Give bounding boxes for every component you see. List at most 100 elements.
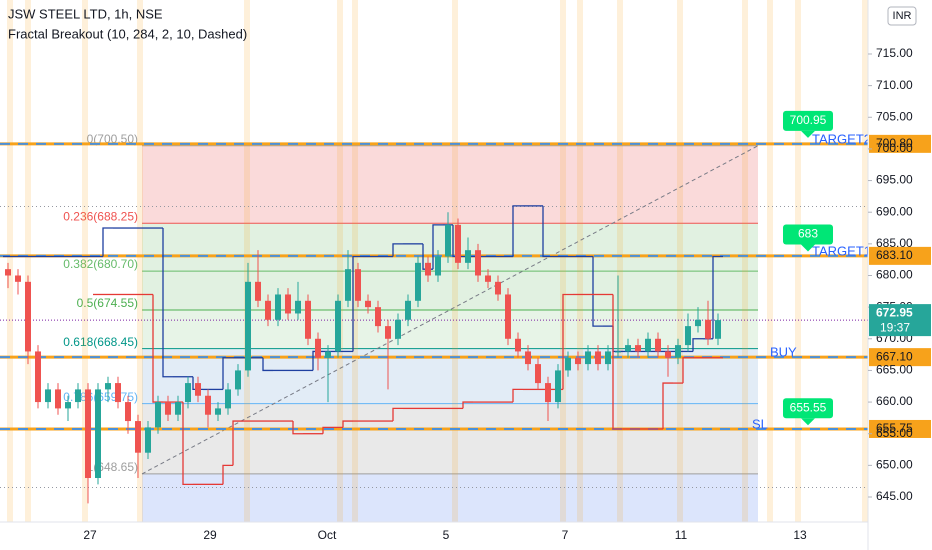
session-separator <box>862 0 868 522</box>
candle-body <box>365 300 371 308</box>
currency[interactable]: INR <box>893 10 912 22</box>
candle-body <box>285 294 291 314</box>
fractal-low-step <box>342 420 353 428</box>
fractal-low-step <box>562 293 573 390</box>
candle-body <box>175 402 181 415</box>
candle-body <box>625 345 631 352</box>
flag-label: 655.55 <box>790 400 827 414</box>
candle-body <box>405 300 411 320</box>
fractal-high-step <box>262 357 273 372</box>
candle-body <box>535 364 541 384</box>
candle-body <box>85 389 91 479</box>
fib-zone <box>142 271 758 310</box>
y-tick-label: 650.00 <box>876 458 913 472</box>
candle-body <box>665 351 671 358</box>
candle-body <box>215 408 221 415</box>
candle-body <box>75 389 81 403</box>
candle-body <box>235 370 241 390</box>
candle-body <box>55 389 61 409</box>
fractal-high-step <box>392 243 403 257</box>
y-tick-label: 685.00 <box>876 236 913 250</box>
y-tick-label: 665.00 <box>876 363 913 377</box>
level-badge <box>869 134 931 153</box>
level-badge <box>869 348 931 367</box>
last-price-badge <box>869 304 931 337</box>
fractal-high-step <box>162 228 173 378</box>
y-tick-label: 680.00 <box>876 268 913 282</box>
y-tick-label: 645.00 <box>876 489 913 503</box>
candle-body <box>575 357 581 365</box>
fib-label: 1(648.65) <box>87 460 138 474</box>
candle-body <box>415 262 421 301</box>
candle-body <box>685 326 691 346</box>
candle-body <box>145 427 151 453</box>
level-badge <box>869 419 931 438</box>
session-separator <box>617 0 623 522</box>
fractal-low-step <box>292 421 303 435</box>
price-axis <box>868 0 932 550</box>
y-tick-label: 690.00 <box>876 204 913 218</box>
session-separator <box>137 0 143 522</box>
candle-body <box>275 294 281 320</box>
candle-body <box>655 338 661 352</box>
candle-body <box>305 300 311 339</box>
candle-body <box>495 281 501 295</box>
session-separator <box>25 0 31 522</box>
candle-body <box>135 421 141 453</box>
level-name: SL <box>752 416 768 431</box>
x-tick-label: 5 <box>443 528 450 542</box>
fib-label: 0.618(668.45) <box>63 335 138 349</box>
candle-body <box>455 224 461 263</box>
session-separator <box>742 0 748 522</box>
level-badge <box>869 246 931 265</box>
candle-body <box>385 326 391 339</box>
candle-body <box>65 402 71 409</box>
fractal-low-step <box>662 382 673 429</box>
fractal-low-step <box>322 426 333 434</box>
flag <box>783 224 833 245</box>
y-tick-label: 695.00 <box>876 173 913 187</box>
candle-body <box>125 402 131 422</box>
session-separator <box>560 0 566 522</box>
candle-body <box>715 320 721 339</box>
fractal-high-step <box>352 255 363 352</box>
candle-body <box>645 338 651 352</box>
fractal-high-step <box>432 224 443 270</box>
candle-body <box>105 383 111 390</box>
fib-label: 0.382(680.70) <box>63 257 138 271</box>
flag-pointer <box>801 244 815 252</box>
chart-title: JSW STEEL LTD, 1h, NSE <box>8 6 163 21</box>
level-name: TARGET2 <box>812 131 871 146</box>
fractal-high-step <box>222 357 233 390</box>
fib-zone <box>142 473 758 522</box>
y-tick-label: 710.00 <box>876 78 913 92</box>
candle-body <box>705 319 711 339</box>
last-price: 672.95 <box>876 305 913 319</box>
flag-label: 683 <box>798 227 818 241</box>
candle-body <box>605 351 611 365</box>
candle-body <box>295 300 301 314</box>
currency-box[interactable] <box>887 6 917 26</box>
y-tick-label: 705.00 <box>876 109 913 123</box>
fib-zone <box>142 403 758 474</box>
flag-label: 700.95 <box>790 113 827 127</box>
fractal-low-step <box>152 294 163 403</box>
fractal-low-step <box>462 401 473 409</box>
candle-body <box>505 294 511 339</box>
fib-zone <box>142 309 758 349</box>
candle-body <box>355 269 361 301</box>
axes: 700.80 683.10 667.10 655.75 645.00 650.00 655.… <box>83 46 931 542</box>
candle-body <box>465 250 471 263</box>
x-tick-label: 13 <box>793 528 807 542</box>
fractal-low-step <box>182 402 193 485</box>
candle-body <box>345 269 351 301</box>
candle-body <box>155 402 161 428</box>
fractal-low-step <box>222 464 233 485</box>
session-separator <box>337 0 343 522</box>
level-name: TARGET1 <box>812 243 871 258</box>
y-tick-label: 660.00 <box>876 394 913 408</box>
candle-body <box>115 383 121 403</box>
level-price: 683.10 <box>876 248 913 262</box>
x-tick-label: Oct <box>318 528 337 542</box>
